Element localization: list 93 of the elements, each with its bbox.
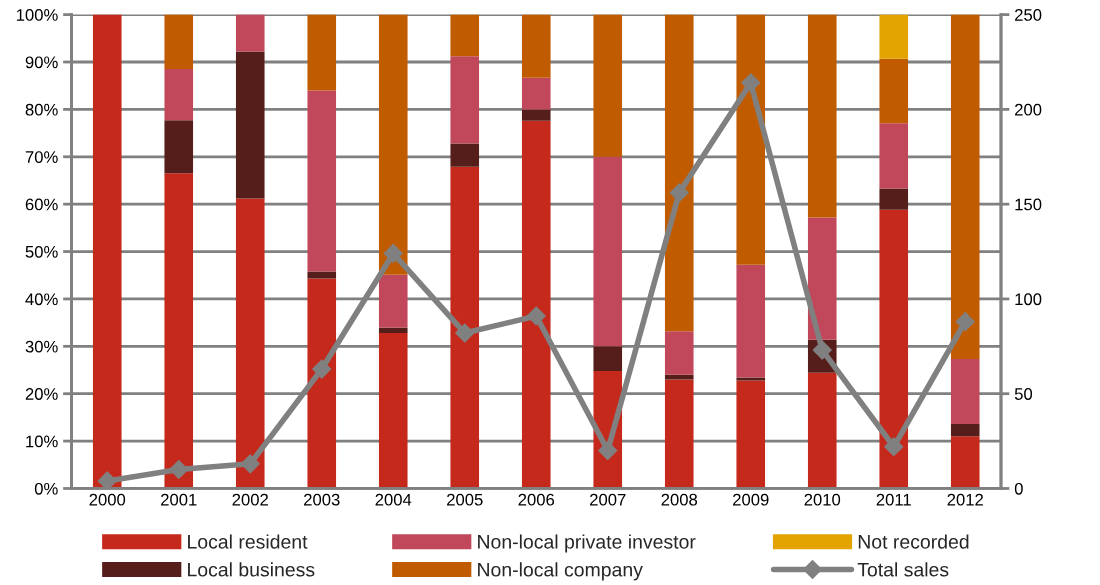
- legend-label: Local resident: [188, 534, 308, 549]
- bar: [307, 14, 337, 91]
- bar: [235, 198, 265, 489]
- y-tick-label: 20%: [25, 388, 58, 400]
- bar: [736, 380, 766, 489]
- x-tick-label: 2011: [876, 493, 911, 506]
- y-tick-label: 90%: [25, 56, 58, 69]
- bar: [736, 14, 766, 265]
- point: [455, 323, 475, 343]
- bar: [164, 69, 194, 121]
- bar: [164, 14, 194, 70]
- point: [598, 441, 618, 461]
- x-tick-label: 2004: [375, 493, 412, 506]
- y-tick-label: 70%: [25, 151, 58, 163]
- point: [169, 459, 189, 480]
- bar: [664, 14, 694, 332]
- point: [526, 306, 546, 326]
- bar: [593, 156, 623, 347]
- y-tick-label: 60%: [25, 198, 58, 211]
- bar: [307, 278, 337, 489]
- point: [741, 73, 761, 93]
- bar: [378, 333, 408, 489]
- bar: [807, 217, 837, 340]
- y-tick-label: 0%: [34, 482, 58, 495]
- y2-tick-label: 50: [1014, 388, 1033, 400]
- point: [383, 243, 403, 263]
- point: [884, 437, 904, 457]
- legend-label: Non-local company: [478, 562, 643, 581]
- x-tick-label: 2000: [89, 493, 126, 506]
- bar: [879, 14, 909, 59]
- bar: [307, 90, 337, 272]
- x-tick-label: 2009: [733, 493, 769, 506]
- bar: [378, 274, 408, 328]
- bar: [521, 77, 551, 110]
- x-tick-label: 2001: [161, 493, 197, 506]
- point: [955, 312, 975, 332]
- bar: [450, 56, 480, 144]
- bar: [521, 109, 551, 121]
- bar: [664, 331, 694, 375]
- point: [97, 471, 117, 489]
- x-tick-label: 2008: [661, 493, 698, 506]
- x-tick-label: 2002: [232, 493, 268, 506]
- legend-label: Not recorded: [858, 534, 969, 549]
- legend-label: Total sales: [857, 562, 949, 577]
- point: [669, 183, 689, 203]
- legend-label: Non-local private investor: [478, 534, 696, 553]
- bar: [378, 14, 408, 275]
- bar: [736, 264, 766, 378]
- bar: [950, 359, 980, 425]
- bar: [593, 346, 623, 371]
- y2-tick-label: 250: [1015, 9, 1042, 21]
- y2-tick-label: 100: [1015, 293, 1042, 306]
- bar: [879, 209, 909, 489]
- y2-tick-label: 150: [1015, 198, 1042, 211]
- legend-label: Local business: [188, 562, 315, 577]
- bar: [807, 14, 837, 218]
- bar: [807, 372, 837, 489]
- bar: [307, 271, 337, 279]
- point: [312, 359, 332, 379]
- bar: [879, 58, 909, 124]
- y-tick-label: 30%: [25, 340, 58, 353]
- x-tick-label: 2007: [590, 493, 626, 506]
- y-tick-label: 100%: [16, 9, 58, 21]
- x-tick-label: 2010: [804, 493, 841, 506]
- y-tick-label: 50%: [25, 245, 58, 258]
- bar: [235, 51, 265, 199]
- bar: [521, 120, 551, 489]
- bar: [664, 379, 694, 489]
- x-tick-label: 2012: [947, 493, 983, 506]
- point: [240, 454, 260, 474]
- y-tick-label: 40%: [25, 293, 58, 306]
- y2-tick-label: 200: [1015, 103, 1042, 116]
- bar: [450, 143, 480, 167]
- bar: [164, 120, 194, 174]
- x-tick-label: 2005: [447, 493, 483, 506]
- y2-tick-label: 0: [1014, 482, 1023, 495]
- bar: [950, 424, 980, 437]
- bar: [164, 173, 194, 489]
- bar: [950, 436, 980, 489]
- bar: [950, 14, 980, 360]
- bar: [378, 327, 408, 334]
- bar: [521, 14, 551, 78]
- bar: [450, 14, 480, 57]
- bar: [879, 123, 909, 189]
- y-tick-label: 10%: [26, 435, 58, 448]
- bar: [879, 188, 909, 210]
- bar: [235, 14, 265, 52]
- bar: [92, 14, 122, 489]
- y-tick-label: 80%: [25, 103, 58, 116]
- bar: [450, 166, 480, 489]
- x-tick-label: 2006: [518, 493, 555, 506]
- x-tick-label: 2003: [304, 493, 340, 506]
- bar: [593, 14, 623, 157]
